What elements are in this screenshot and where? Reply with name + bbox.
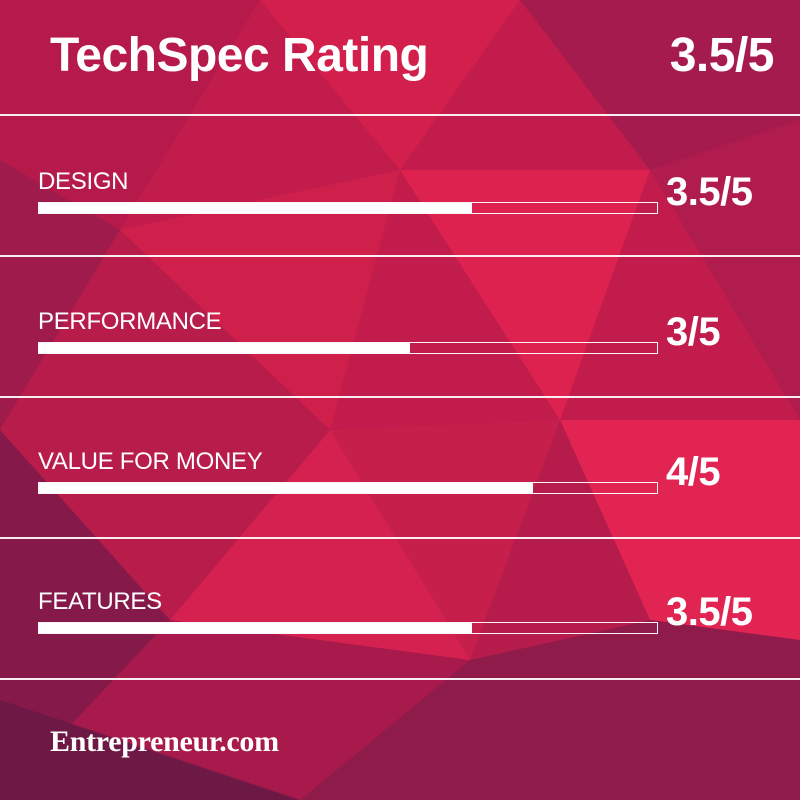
page-title: TechSpec Rating bbox=[50, 29, 429, 82]
divider bbox=[0, 678, 800, 680]
divider bbox=[0, 114, 800, 116]
rating-fill bbox=[39, 343, 410, 353]
rating-score-performance: 3/5 bbox=[666, 310, 721, 354]
rating-fill bbox=[39, 483, 534, 493]
rating-bar-performance bbox=[38, 342, 658, 354]
rating-label-design: DESIGN bbox=[38, 168, 129, 195]
rating-score-value-for-money: 4/5 bbox=[666, 450, 721, 494]
rating-label-features: FEATURES bbox=[38, 588, 162, 615]
rating-score-design: 3.5/5 bbox=[666, 170, 753, 214]
overall-score: 3.5/5 bbox=[669, 29, 775, 82]
divider bbox=[0, 537, 800, 539]
brand-logo: Entrepreneur.com bbox=[50, 725, 279, 758]
rating-fill bbox=[39, 203, 472, 213]
rating-bar-value-for-money bbox=[38, 482, 658, 494]
rating-label-value-for-money: VALUE FOR MONEY bbox=[38, 448, 263, 475]
rating-label-performance: PERFORMANCE bbox=[38, 308, 222, 335]
divider bbox=[0, 396, 800, 398]
rating-bar-design bbox=[38, 202, 658, 214]
rating-score-features: 3.5/5 bbox=[666, 590, 753, 634]
divider bbox=[0, 255, 800, 257]
rating-bar-features bbox=[38, 622, 658, 634]
rating-fill bbox=[39, 623, 472, 633]
